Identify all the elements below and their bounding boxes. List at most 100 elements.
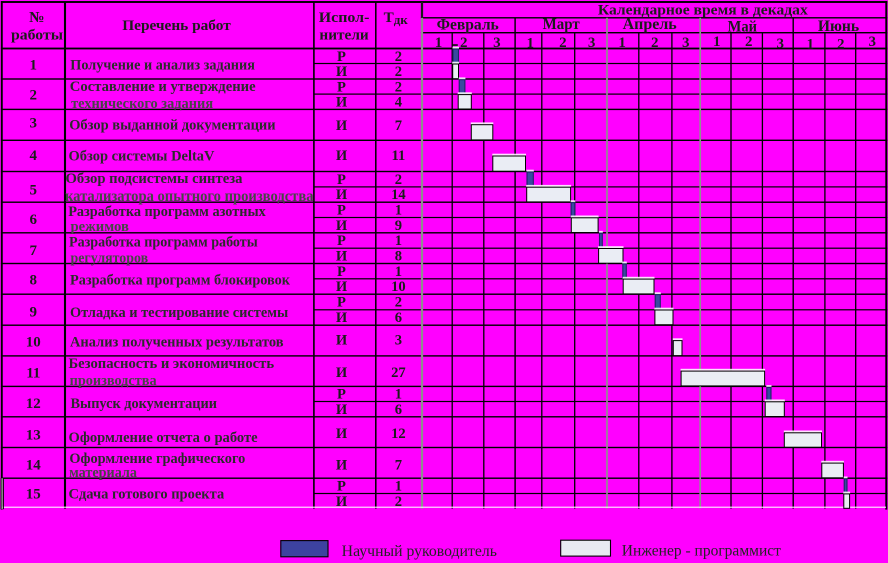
svg-text:И: И <box>336 365 348 381</box>
svg-text:катализатора опытного производ: катализатора опытного производства <box>65 187 314 205</box>
svg-text:2: 2 <box>395 79 402 95</box>
svg-text:1: 1 <box>618 35 626 51</box>
svg-text:12: 12 <box>26 396 41 412</box>
svg-text:Перечень работ: Перечень работ <box>122 17 231 34</box>
svg-text:И: И <box>336 249 348 265</box>
svg-text:Оформление отчета о работе: Оформление отчета о работе <box>69 429 258 446</box>
svg-text:1: 1 <box>395 264 402 280</box>
svg-text:Обзор выданной документации: Обзор выданной документации <box>69 117 276 134</box>
svg-text:Составление и утверждение: Составление и утверждение <box>70 78 256 95</box>
svg-text:И: И <box>336 310 348 326</box>
svg-text:Инженер - программист: Инженер - программист <box>622 542 781 559</box>
svg-text:6: 6 <box>30 212 38 228</box>
svg-text:Разработка программ работы: Разработка программ работы <box>69 234 258 251</box>
svg-text:11: 11 <box>26 366 40 382</box>
svg-text:Май: Май <box>728 19 757 36</box>
svg-text:7: 7 <box>395 457 402 473</box>
svg-text:И: И <box>336 148 348 164</box>
svg-text:15: 15 <box>26 486 41 502</box>
svg-text:№: № <box>29 9 44 26</box>
svg-text:Выпуск документации: Выпуск документации <box>71 395 218 412</box>
svg-text:Сдача готового проекта: Сдача готового проекта <box>69 485 225 502</box>
svg-text:1: 1 <box>806 36 814 52</box>
svg-text:Отладка и тестирование системы: Отладка и тестирование системы <box>70 304 288 321</box>
svg-text:работы: работы <box>11 27 63 44</box>
svg-text:Анализ полученных результатов: Анализ полученных результатов <box>70 333 284 350</box>
svg-text:2: 2 <box>30 88 38 104</box>
svg-text:2: 2 <box>745 34 753 50</box>
svg-text:производства: производства <box>70 372 157 389</box>
svg-text:1: 1 <box>395 233 402 249</box>
svg-text:2: 2 <box>559 35 567 51</box>
svg-text:1: 1 <box>527 35 535 51</box>
svg-text:2: 2 <box>395 64 402 80</box>
svg-text:технического задания: технического задания <box>71 95 213 112</box>
svg-text:3: 3 <box>395 333 402 349</box>
svg-text:материала: материала <box>69 464 137 481</box>
svg-text:4: 4 <box>30 148 38 164</box>
svg-text:Календарное время в декадах: Календарное время в декадах <box>598 2 808 19</box>
svg-text:Разработка программ блокировок: Разработка программ блокировок <box>70 272 290 289</box>
svg-text:1: 1 <box>435 35 443 51</box>
svg-text:Февраль: Февраль <box>437 17 499 34</box>
svg-text:9: 9 <box>30 305 38 321</box>
svg-text:1: 1 <box>30 58 38 74</box>
svg-text:И: И <box>336 279 348 295</box>
svg-text:2: 2 <box>651 35 659 51</box>
svg-text:3: 3 <box>493 35 501 51</box>
svg-text:И: И <box>336 187 348 203</box>
svg-text:И: И <box>336 118 348 134</box>
svg-text:И: И <box>336 64 348 80</box>
svg-text:6: 6 <box>395 310 402 326</box>
svg-text:И: И <box>336 494 348 510</box>
svg-text:Апрель: Апрель <box>623 16 677 33</box>
svg-text:Тдк: Тдк <box>384 9 409 27</box>
svg-text:1: 1 <box>395 203 402 219</box>
svg-text:Март: Март <box>543 16 580 33</box>
svg-text:3: 3 <box>777 36 785 52</box>
svg-text:13: 13 <box>26 428 41 444</box>
svg-text:12: 12 <box>391 426 406 442</box>
svg-text:Р: Р <box>337 172 346 188</box>
svg-text:регуляторов: регуляторов <box>71 250 149 267</box>
svg-text:И: И <box>336 333 348 349</box>
svg-text:4: 4 <box>395 94 403 110</box>
svg-text:7: 7 <box>30 243 38 259</box>
svg-text:2: 2 <box>395 494 402 510</box>
svg-text:Безопасность и экономичность: Безопасность и экономичность <box>69 355 275 372</box>
svg-text:2: 2 <box>837 36 845 52</box>
svg-text:3: 3 <box>682 35 690 51</box>
svg-text:Р: Р <box>337 479 346 495</box>
svg-text:Р: Р <box>337 49 346 65</box>
svg-text:Разработка программ азотных: Разработка программ азотных <box>68 203 266 220</box>
svg-text:Испол-: Испол- <box>319 9 370 26</box>
svg-text:1: 1 <box>713 34 721 50</box>
svg-text:14: 14 <box>391 187 406 203</box>
svg-text:режимов: режимов <box>71 218 129 235</box>
svg-text:3: 3 <box>30 116 38 132</box>
svg-text:8: 8 <box>30 273 38 289</box>
svg-text:3: 3 <box>868 34 876 50</box>
svg-text:10: 10 <box>391 279 406 295</box>
svg-text:27: 27 <box>391 365 406 381</box>
svg-text:2: 2 <box>460 35 468 51</box>
svg-text:Р: Р <box>337 264 346 280</box>
svg-text:Получение и анализ задания: Получение и анализ задания <box>70 57 255 74</box>
svg-text:2: 2 <box>395 295 402 311</box>
svg-text:8: 8 <box>395 249 402 265</box>
svg-text:И: И <box>336 457 348 473</box>
svg-text:7: 7 <box>395 118 402 134</box>
svg-text:1: 1 <box>395 479 402 495</box>
svg-text:нители: нители <box>319 27 369 44</box>
svg-text:Р: Р <box>337 295 346 311</box>
svg-text:1: 1 <box>395 387 402 403</box>
svg-text:2: 2 <box>395 49 402 65</box>
svg-text:И: И <box>336 94 348 110</box>
svg-text:Оформление графического: Оформление графического <box>69 450 245 467</box>
svg-text:Июнь: Июнь <box>818 18 859 35</box>
svg-text:6: 6 <box>395 402 402 418</box>
svg-text:2: 2 <box>395 172 402 188</box>
svg-text:И: И <box>336 218 348 234</box>
svg-text:И: И <box>336 402 348 418</box>
svg-text:Р: Р <box>337 79 346 95</box>
